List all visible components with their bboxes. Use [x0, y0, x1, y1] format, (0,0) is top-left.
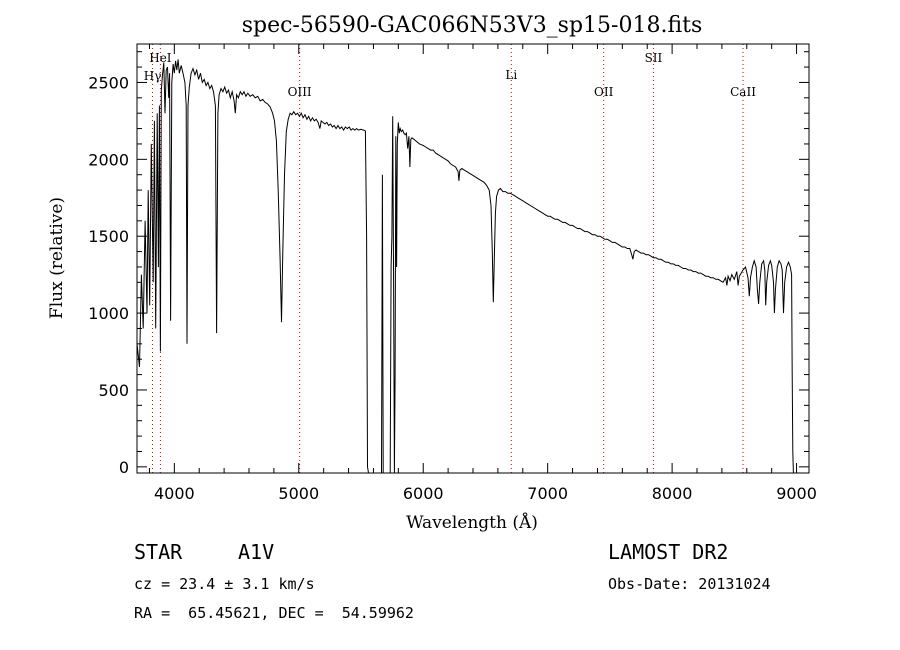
chart-title: spec-56590-GAC066N53V3_sp15-018.fits: [242, 13, 703, 38]
survey-label: LAMOST DR2: [608, 540, 729, 564]
x-axis-label: Wavelength (Å): [406, 512, 538, 533]
x-tick-label: 6000: [403, 484, 444, 503]
y-axis-label: Flux (relative): [47, 197, 67, 319]
obs-date-label: Obs-Date: 20131024: [608, 575, 771, 593]
y-tick-label: 0: [119, 458, 129, 477]
y-tick-label: 1000: [88, 304, 129, 323]
spectral-line-label: Li: [505, 68, 517, 82]
x-tick-label: 9000: [776, 484, 817, 503]
plot-frame: [136, 43, 810, 474]
object-subclass-label: A1V: [238, 540, 275, 564]
y-tick-label: 1500: [88, 227, 129, 246]
spectral-line-label: HeI: [149, 51, 172, 65]
x-tick-label: 7000: [527, 484, 568, 503]
spectral-line-label: OII: [594, 85, 614, 99]
ra-dec-label: RA = 65.45621, DEC = 54.59962: [134, 604, 414, 622]
spectral-line-label: SII: [645, 51, 663, 65]
y-tick-label: 2500: [88, 73, 129, 92]
object-type-label: STAR: [134, 540, 183, 564]
x-tick-label: 5000: [278, 484, 319, 503]
x-tick-label: 8000: [652, 484, 693, 503]
y-tick-label: 2000: [88, 150, 129, 169]
spectral-line-label: Hγ: [144, 69, 162, 83]
spectrum-line: [137, 59, 794, 473]
y-tick-label: 500: [98, 381, 129, 400]
spectral-line-label: OIII: [288, 85, 312, 99]
x-tick-label: 4000: [154, 484, 195, 503]
redshift-label: cz = 23.4 ± 3.1 km/s: [134, 575, 315, 593]
spectral-line-label: CaII: [730, 85, 756, 99]
